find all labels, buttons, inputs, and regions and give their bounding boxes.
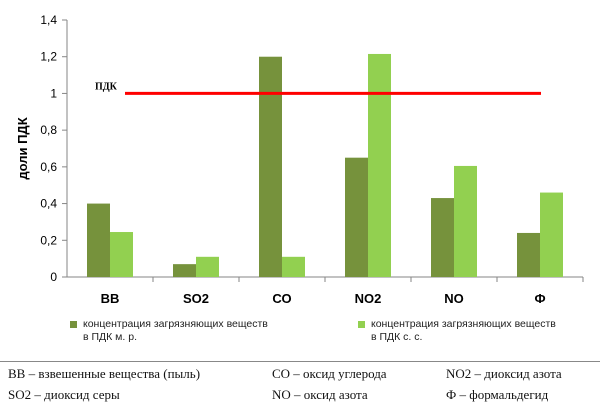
y-tick-label: 0,2 bbox=[40, 233, 57, 247]
note-co: СО – оксид углерода bbox=[272, 366, 387, 381]
x-tick-label: NO bbox=[444, 291, 464, 306]
threshold-label: ПДК bbox=[95, 81, 118, 92]
abbreviation-notes: ВВ – взвешенные вещества (пыль) СО – окс… bbox=[8, 366, 600, 408]
legend-swatch-series-1 bbox=[70, 321, 77, 328]
y-tick-label: 0,6 bbox=[40, 160, 57, 174]
legend-label-series-1-line2: в ПДК м. р. bbox=[83, 331, 137, 343]
bar bbox=[454, 165, 477, 277]
legend-item-series-2: концентрация загрязняющих веществ в ПДК с… bbox=[358, 318, 598, 344]
divider-line bbox=[0, 361, 600, 362]
notes-row: ВВ – взвешенные вещества (пыль) СО – окс… bbox=[8, 366, 600, 387]
bar bbox=[345, 157, 368, 277]
bar bbox=[517, 232, 540, 277]
bar bbox=[196, 256, 219, 277]
legend-label-series-2-line2: в ПДК с. с. bbox=[371, 331, 423, 343]
y-tick-label: 1,2 bbox=[40, 50, 57, 64]
note-no: NO – оксид азота bbox=[272, 387, 368, 402]
y-tick-label: 1,4 bbox=[40, 13, 57, 27]
note-no2: NO2 – диоксид азота bbox=[446, 366, 562, 381]
bar bbox=[540, 192, 563, 277]
x-tick-label: NO2 bbox=[355, 291, 382, 306]
y-tick-label: 0,8 bbox=[40, 123, 57, 137]
y-tick-label: 0 bbox=[50, 270, 57, 284]
note-vv: ВВ – взвешенные вещества (пыль) bbox=[8, 366, 201, 381]
legend-item-series-1: концентрация загрязняющих веществ в ПДК м… bbox=[70, 318, 340, 344]
y-tick-label: 1 bbox=[50, 86, 57, 100]
bar bbox=[282, 256, 305, 277]
x-tick-label: ВВ bbox=[101, 291, 120, 306]
bar bbox=[431, 198, 454, 277]
note-f: Ф – формальдегид bbox=[446, 387, 549, 402]
bar bbox=[368, 53, 391, 278]
x-tick-label: SO2 bbox=[183, 291, 209, 306]
y-tick-label: 0,4 bbox=[40, 197, 57, 211]
x-tick-label: Ф bbox=[534, 291, 545, 306]
bar-chart: 0 0,2 0,4 0,6 0,8 1 1,2 1,4 доли ПДК ВВ SO2 СО NO2 NO… bbox=[15, 13, 584, 306]
chart-area: 0 0,2 0,4 0,6 0,8 1 1,2 1,4 доли ПДК ВВ SO2 СО NO2 NO… bbox=[15, 13, 584, 306]
x-tick-label: СО bbox=[272, 291, 291, 306]
bar bbox=[259, 56, 282, 277]
legend-swatch-series-2 bbox=[358, 321, 365, 328]
legend-label-series-1-line1: концентрация загрязняющих веществ bbox=[83, 318, 268, 330]
note-so2: SO2 – диоксид серы bbox=[8, 387, 120, 402]
notes-row: SO2 – диоксид серы NO – оксид азота Ф – … bbox=[8, 387, 600, 408]
y-axis-title: доли ПДК bbox=[15, 117, 30, 179]
legend-label-series-2-line1: концентрация загрязняющих веществ bbox=[371, 318, 556, 330]
bar bbox=[87, 203, 110, 277]
bar bbox=[110, 232, 133, 277]
bar bbox=[173, 264, 196, 277]
